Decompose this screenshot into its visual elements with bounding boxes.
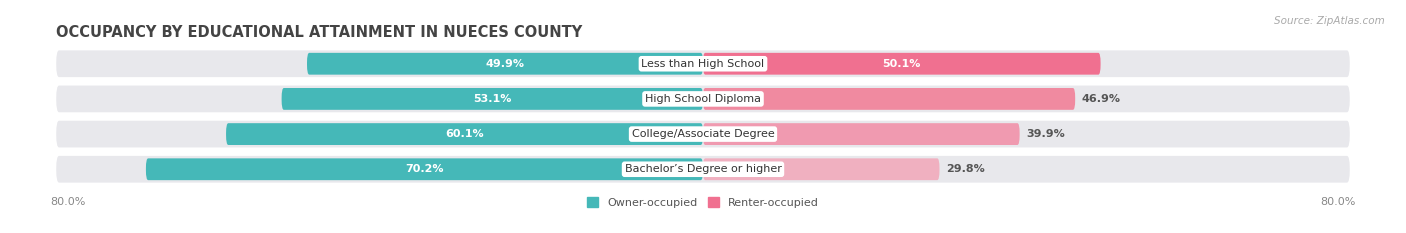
Text: 53.1%: 53.1% (474, 94, 512, 104)
Text: 49.9%: 49.9% (485, 59, 524, 69)
Text: 46.9%: 46.9% (1081, 94, 1121, 104)
Text: Source: ZipAtlas.com: Source: ZipAtlas.com (1274, 16, 1385, 26)
FancyBboxPatch shape (703, 53, 1101, 75)
FancyBboxPatch shape (56, 156, 1350, 183)
Text: College/Associate Degree: College/Associate Degree (631, 129, 775, 139)
FancyBboxPatch shape (56, 50, 1350, 77)
Legend: Owner-occupied, Renter-occupied: Owner-occupied, Renter-occupied (582, 193, 824, 212)
Text: Bachelor’s Degree or higher: Bachelor’s Degree or higher (624, 164, 782, 174)
Text: 29.8%: 29.8% (946, 164, 984, 174)
FancyBboxPatch shape (703, 158, 939, 180)
FancyBboxPatch shape (226, 123, 703, 145)
Text: Less than High School: Less than High School (641, 59, 765, 69)
Text: 39.9%: 39.9% (1026, 129, 1064, 139)
Text: 60.1%: 60.1% (446, 129, 484, 139)
FancyBboxPatch shape (703, 123, 1019, 145)
FancyBboxPatch shape (281, 88, 703, 110)
FancyBboxPatch shape (146, 158, 703, 180)
FancyBboxPatch shape (703, 88, 1076, 110)
Text: High School Diploma: High School Diploma (645, 94, 761, 104)
FancyBboxPatch shape (56, 86, 1350, 112)
Text: 70.2%: 70.2% (405, 164, 444, 174)
FancyBboxPatch shape (56, 121, 1350, 147)
FancyBboxPatch shape (307, 53, 703, 75)
Text: 50.1%: 50.1% (883, 59, 921, 69)
Text: OCCUPANCY BY EDUCATIONAL ATTAINMENT IN NUECES COUNTY: OCCUPANCY BY EDUCATIONAL ATTAINMENT IN N… (56, 25, 582, 40)
